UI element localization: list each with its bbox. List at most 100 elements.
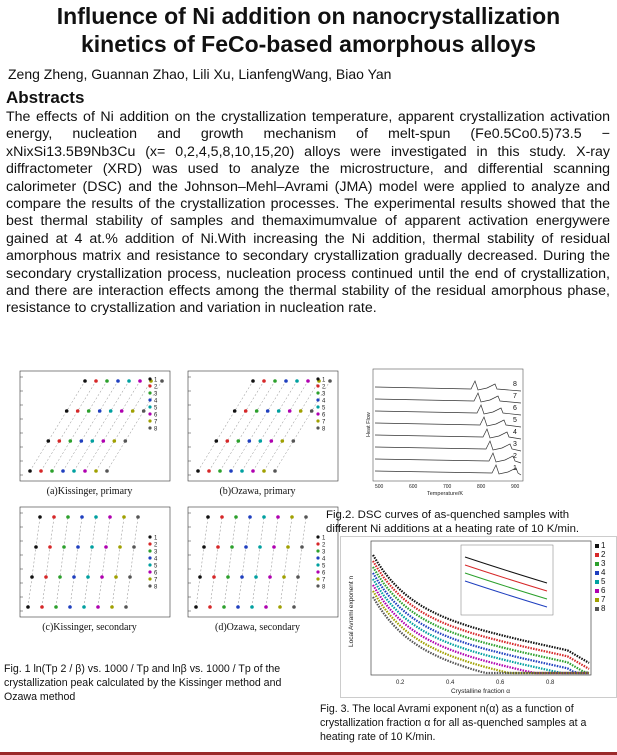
- fig1-point: [119, 409, 124, 413]
- fig1-point: [234, 515, 238, 519]
- fig1-point: [216, 545, 220, 549]
- fig1-point: [273, 469, 277, 473]
- fig1-point: [236, 605, 240, 609]
- fig1-point: [229, 469, 233, 473]
- fig1-panel-b-caption: (b)Ozawa, primary: [219, 486, 296, 497]
- fig2-xtick: 700: [443, 484, 452, 490]
- fig3-plot: Local Avrami exponent n Crystalline fract…: [348, 540, 606, 695]
- fig1-legend-marker: [148, 556, 152, 560]
- fig1-legend-label: 5: [154, 564, 158, 570]
- fig1-point: [251, 379, 255, 383]
- fig2-curve: [374, 380, 522, 392]
- fig1-point: [268, 575, 272, 579]
- fig1-series-line: [40, 380, 97, 472]
- fig1-point: [79, 439, 84, 443]
- fig1-point: [61, 469, 65, 473]
- fig1-point: [206, 515, 210, 519]
- fig2-caption: Fig.2. DSC curves of as-quenched samples…: [326, 509, 580, 535]
- fig2-xtick: 600: [409, 484, 418, 490]
- fig3-series: [372, 596, 589, 675]
- fig1-point: [64, 409, 69, 413]
- fig1-legend-label: 1: [322, 536, 326, 542]
- fig1-point: [276, 409, 281, 413]
- fig1-caption: Fig. 1 ln(Tp 2 / β) vs. 1000 / Tp and ln…: [4, 663, 282, 703]
- fig1-point: [264, 605, 268, 609]
- fig1-point: [86, 575, 90, 579]
- fig3-inset-curve: [464, 580, 548, 608]
- fig1-legend-marker: [316, 426, 320, 430]
- fig1-legend-label: 2: [322, 543, 326, 549]
- fig1-point: [82, 605, 86, 609]
- fig3-legend-label: 4: [601, 568, 606, 577]
- fig1-point: [236, 439, 241, 443]
- fig1-point: [276, 515, 280, 519]
- fig1-point: [222, 605, 226, 609]
- fig1-legend-label: 8: [322, 427, 326, 433]
- fig1-point: [248, 515, 252, 519]
- fig3-inset-curve: [464, 564, 548, 592]
- fig1-series-line: [237, 516, 251, 608]
- fig1-point: [114, 575, 118, 579]
- fig2-curve-label: 4: [513, 429, 517, 436]
- fig1-series-line: [125, 516, 139, 608]
- fig1-legend-marker: [148, 398, 152, 402]
- fig1-point: [278, 605, 282, 609]
- fig1-point: [96, 605, 100, 609]
- fig1-legend-label: 1: [154, 536, 158, 542]
- fig1-point: [68, 439, 73, 443]
- fig2-curve: [374, 452, 522, 464]
- fig1-point: [262, 469, 266, 473]
- fig3-legend-marker: [595, 607, 599, 611]
- fig1-legend-marker: [148, 412, 152, 416]
- fig1-point: [118, 545, 122, 549]
- fig1-point: [292, 605, 296, 609]
- fig1-legend-marker: [148, 563, 152, 567]
- fig1-point: [72, 469, 76, 473]
- fig1-point: [286, 545, 290, 549]
- fig1-legend-label: 4: [154, 557, 158, 563]
- fig1-legend-label: 2: [154, 385, 158, 391]
- fig1-point: [108, 515, 112, 519]
- fig1-series-line: [251, 516, 265, 608]
- fig1-legend-label: 4: [322, 399, 326, 405]
- fig1-point: [284, 379, 288, 383]
- fig1-legend-label: 2: [322, 385, 326, 391]
- fig3: Local Avrami exponent n Crystalline fract…: [340, 536, 617, 698]
- fig1-point: [101, 439, 106, 443]
- fig1-legend-marker: [316, 542, 320, 546]
- fig1-point: [214, 439, 219, 443]
- fig1-point: [254, 409, 259, 413]
- fig1-legend-label: 6: [322, 571, 326, 577]
- fig1-legend-label: 8: [322, 585, 326, 591]
- fig1-point: [247, 439, 252, 443]
- fig3-legend-label: 1: [601, 541, 606, 550]
- fig1-legend-label: 6: [322, 413, 326, 419]
- fig2: Heat Flow Temperature/K 500 600 700 800 900 8 7 6…: [365, 367, 525, 497]
- fig1-legend-marker: [316, 556, 320, 560]
- fig1-legend-marker: [316, 584, 320, 588]
- fig1-point: [38, 515, 42, 519]
- fig1-legend-label: 7: [322, 578, 326, 584]
- fig1-point: [282, 575, 286, 579]
- fig1-series-line: [223, 516, 237, 608]
- fig1-point: [132, 545, 136, 549]
- fig1-point: [198, 575, 202, 579]
- fig3-inset-curve: [464, 572, 548, 600]
- fig1-point: [250, 605, 254, 609]
- fig2-curve-label: 1: [513, 465, 517, 472]
- fig3-legend-label: 8: [601, 604, 606, 613]
- fig2-curve-label: 7: [513, 393, 517, 400]
- fig1-series-line: [95, 380, 152, 472]
- fig1-legend-marker: [316, 384, 320, 388]
- bottom-rule: [0, 752, 617, 755]
- abstract-text: The effects of Ni addition on the crysta…: [6, 109, 610, 317]
- fig3-legend-label: 3: [601, 559, 606, 568]
- fig2-curve-label: 2: [513, 453, 517, 460]
- fig1-panel-c-caption: (c)Kissinger, secondary: [42, 622, 137, 633]
- fig1-series-line: [69, 516, 83, 608]
- fig1-series-line: [293, 516, 307, 608]
- fig3-series: [372, 554, 590, 664]
- fig1-legend-label: 8: [154, 427, 158, 433]
- fig1-point: [295, 379, 299, 383]
- fig1-point: [128, 575, 132, 579]
